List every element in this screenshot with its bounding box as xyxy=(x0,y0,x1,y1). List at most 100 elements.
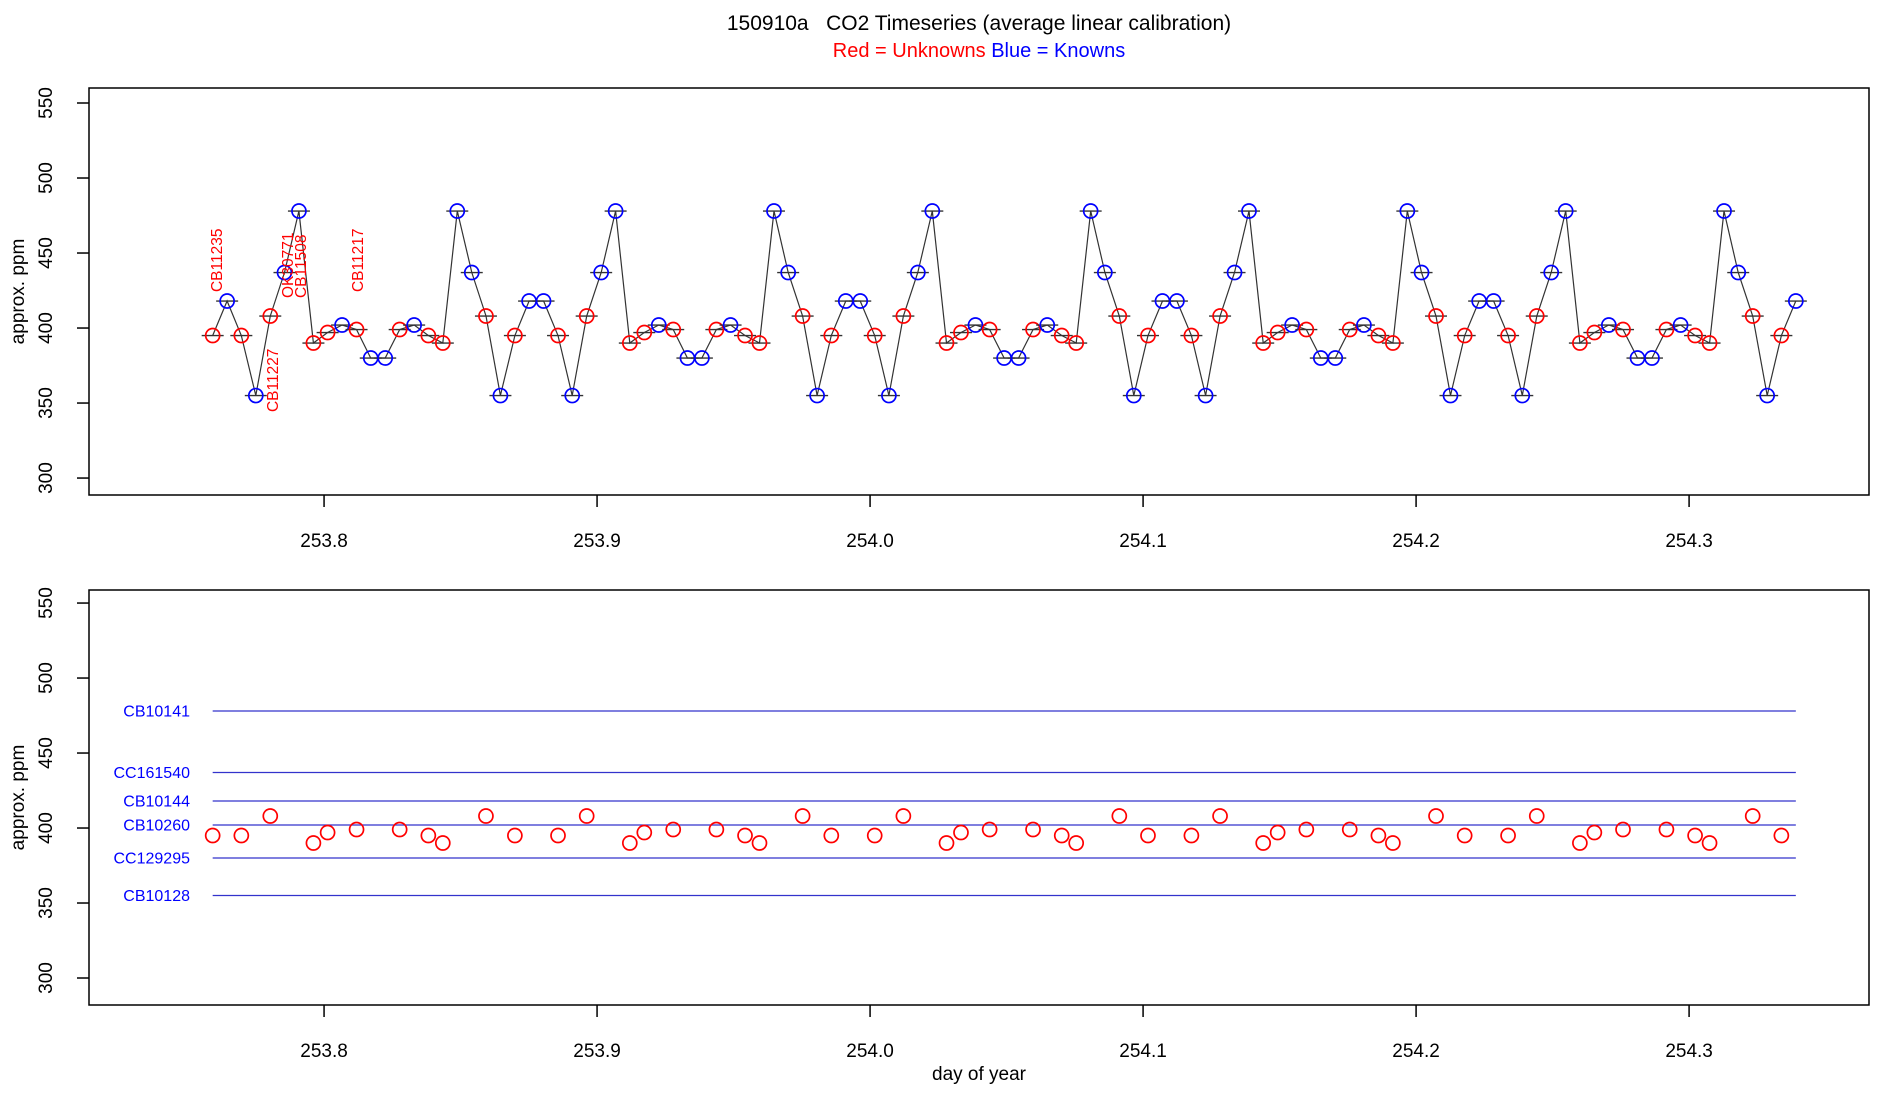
data-point-unknown xyxy=(636,324,653,341)
data-point-unknown xyxy=(1701,335,1718,351)
data-point-unknown xyxy=(478,308,494,324)
data-point-unknown xyxy=(1212,308,1228,324)
unknown-sample-label: CB11235 xyxy=(209,229,226,292)
data-point-unknown xyxy=(550,327,566,344)
data-point-unknown xyxy=(578,308,595,324)
data-point-known xyxy=(967,317,984,333)
data-point-unknown xyxy=(823,827,840,844)
data-point-known xyxy=(1413,264,1430,281)
y-axis-title: approx. ppm xyxy=(8,745,29,851)
data-point-known xyxy=(694,350,710,366)
data-point-known xyxy=(492,387,509,404)
data-point-unknown xyxy=(866,327,883,344)
data-point-known xyxy=(881,387,897,404)
data-point-known xyxy=(1399,203,1416,219)
series-line xyxy=(212,210,1797,396)
data-point-unknown xyxy=(938,835,955,851)
data-point-known xyxy=(852,293,869,309)
x-axis-tick-label: 253.8 xyxy=(300,531,348,552)
known-line-label: CC129295 xyxy=(114,851,191,868)
data-point-known xyxy=(722,317,739,333)
bottom-panel: CB10141 CC161540 CB10144 CB10260 CC129295 CB1… xyxy=(8,587,1870,1085)
data-point-known xyxy=(607,203,624,219)
data-point-unknown xyxy=(938,335,955,351)
y-axis-tick-label: 500 xyxy=(36,662,57,694)
x-axis-tick-label: 254.2 xyxy=(1392,531,1440,552)
data-point-unknown xyxy=(1370,827,1387,844)
data-point-known xyxy=(1557,203,1574,219)
legend-knowns-label: Blue = Knowns xyxy=(991,40,1126,62)
data-point-known xyxy=(1442,387,1459,404)
known-line-label: CB10141 xyxy=(123,704,190,721)
data-point-unknown xyxy=(953,824,969,841)
y-axis-tick-label: 400 xyxy=(36,812,57,844)
data-point-known xyxy=(766,203,782,219)
y-axis-tick-label: 350 xyxy=(36,887,57,919)
y-axis-tick-label: 500 xyxy=(36,162,57,194)
data-point-known xyxy=(1485,293,1502,309)
data-point-known xyxy=(564,387,581,404)
data-point-unknown xyxy=(1586,824,1603,841)
data-point-known xyxy=(291,203,307,219)
data-point-unknown xyxy=(1341,321,1358,338)
data-point-unknown xyxy=(895,308,912,324)
data-point-unknown xyxy=(1658,821,1675,838)
data-point-unknown xyxy=(478,808,494,824)
data-point-unknown xyxy=(1053,327,1070,344)
data-point-unknown xyxy=(1456,827,1473,844)
data-point-unknown xyxy=(794,808,811,824)
data-point-unknown xyxy=(1140,827,1156,844)
data-point-unknown xyxy=(621,335,638,351)
data-point-unknown xyxy=(550,827,566,844)
data-point-known xyxy=(377,350,394,366)
data-point-known xyxy=(276,264,293,281)
data-point-unknown xyxy=(262,308,279,324)
y-axis-tick-label: 400 xyxy=(36,312,57,344)
y-axis-tick-label: 550 xyxy=(36,87,57,119)
data-point-unknown xyxy=(1615,321,1631,338)
data-point-unknown xyxy=(1773,827,1790,844)
data-point-unknown xyxy=(1428,308,1444,324)
y-axis-tick-label: 300 xyxy=(36,962,57,994)
data-point-known xyxy=(1759,387,1776,404)
unknown-sample-label: CB11227 xyxy=(265,349,282,412)
data-point-known xyxy=(463,264,480,281)
data-point-known xyxy=(1010,350,1027,366)
data-point-unknown xyxy=(1140,327,1156,344)
data-point-unknown xyxy=(507,327,523,344)
data-point-known xyxy=(1514,387,1531,404)
y-axis-tick-label: 350 xyxy=(36,387,57,419)
data-point-unknown xyxy=(1068,835,1085,851)
data-point-unknown xyxy=(751,835,768,851)
x-axis-tick-label: 254.1 xyxy=(1119,1041,1167,1062)
data-point-unknown xyxy=(1615,821,1631,838)
data-point-unknown xyxy=(1687,327,1703,344)
data-point-unknown xyxy=(1025,321,1041,338)
x-axis-title: day of year xyxy=(932,1064,1027,1085)
data-point-unknown xyxy=(1528,308,1545,324)
data-point-unknown xyxy=(1385,335,1401,351)
data-point-unknown xyxy=(1456,327,1473,344)
y-axis-tick-label: 450 xyxy=(36,237,57,269)
data-point-known xyxy=(1082,203,1099,219)
data-point-known xyxy=(1327,350,1344,366)
plot-box xyxy=(88,87,1870,496)
data-point-unknown xyxy=(1111,308,1128,324)
x-axis-tick-label: 254.0 xyxy=(846,1041,894,1062)
data-point-unknown xyxy=(1773,327,1790,344)
data-point-unknown xyxy=(507,827,523,844)
data-point-unknown xyxy=(348,821,365,838)
page-title: 150910a CO2 Timeseries (average linear c… xyxy=(726,12,1232,35)
data-point-known xyxy=(924,203,941,219)
unknown-sample-label: CB11217 xyxy=(350,229,367,292)
data-point-unknown xyxy=(636,824,653,841)
data-point-known xyxy=(1672,317,1689,333)
data-point-known xyxy=(1097,264,1113,281)
data-point-known xyxy=(1543,264,1560,281)
data-point-known xyxy=(406,317,423,333)
known-line-label: CC161540 xyxy=(114,765,191,782)
data-point-known xyxy=(1730,264,1747,281)
data-point-unknown xyxy=(319,824,336,841)
